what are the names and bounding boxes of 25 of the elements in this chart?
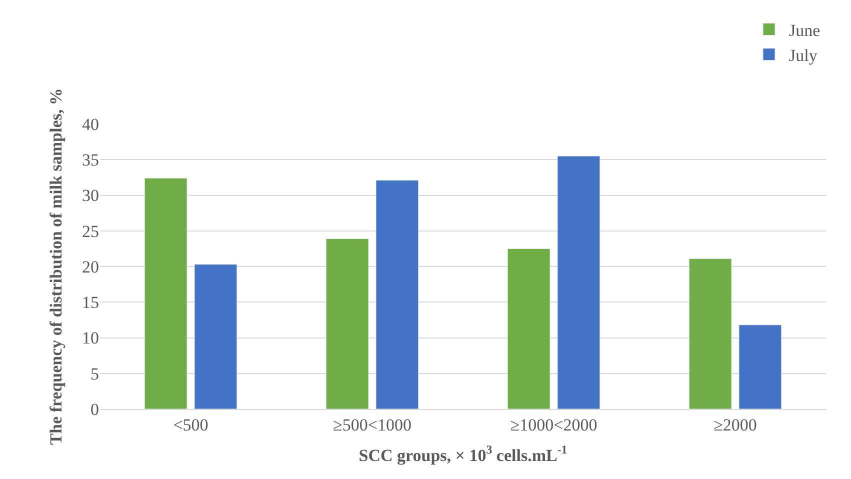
y-axis-title: The frequency of distribution of milk samples, % xyxy=(46,88,66,445)
legend-label: July xyxy=(789,46,818,65)
y-tick-label: 15 xyxy=(82,293,99,312)
x-tick-label: <500 xyxy=(173,415,208,434)
y-tick-label: 25 xyxy=(82,222,99,241)
bar xyxy=(557,156,600,409)
legend-label: June xyxy=(789,20,820,40)
y-tick-label: 10 xyxy=(82,328,99,348)
y-tick-label: 5 xyxy=(90,364,99,384)
bar xyxy=(144,178,188,409)
y-tick-label: 20 xyxy=(82,257,99,276)
bar xyxy=(376,180,419,409)
x-tick-label: ≥2000 xyxy=(714,415,757,434)
bar xyxy=(326,238,369,409)
x-axis-title: SCC groups, × 10$^{3}$ cells.mL$^{-1}$ xyxy=(358,442,568,465)
bar xyxy=(194,264,238,409)
bar xyxy=(738,324,782,409)
y-tick-label: 40 xyxy=(82,114,99,134)
y-tick-label: 30 xyxy=(82,186,99,206)
bar xyxy=(688,258,732,409)
x-tick-label: ≥1000<2000 xyxy=(510,415,598,434)
x-tick-label: ≥500<1000 xyxy=(333,415,412,434)
bar xyxy=(507,248,550,409)
y-tick-label: 0 xyxy=(90,400,99,419)
y-tick-label: 35 xyxy=(82,150,99,170)
